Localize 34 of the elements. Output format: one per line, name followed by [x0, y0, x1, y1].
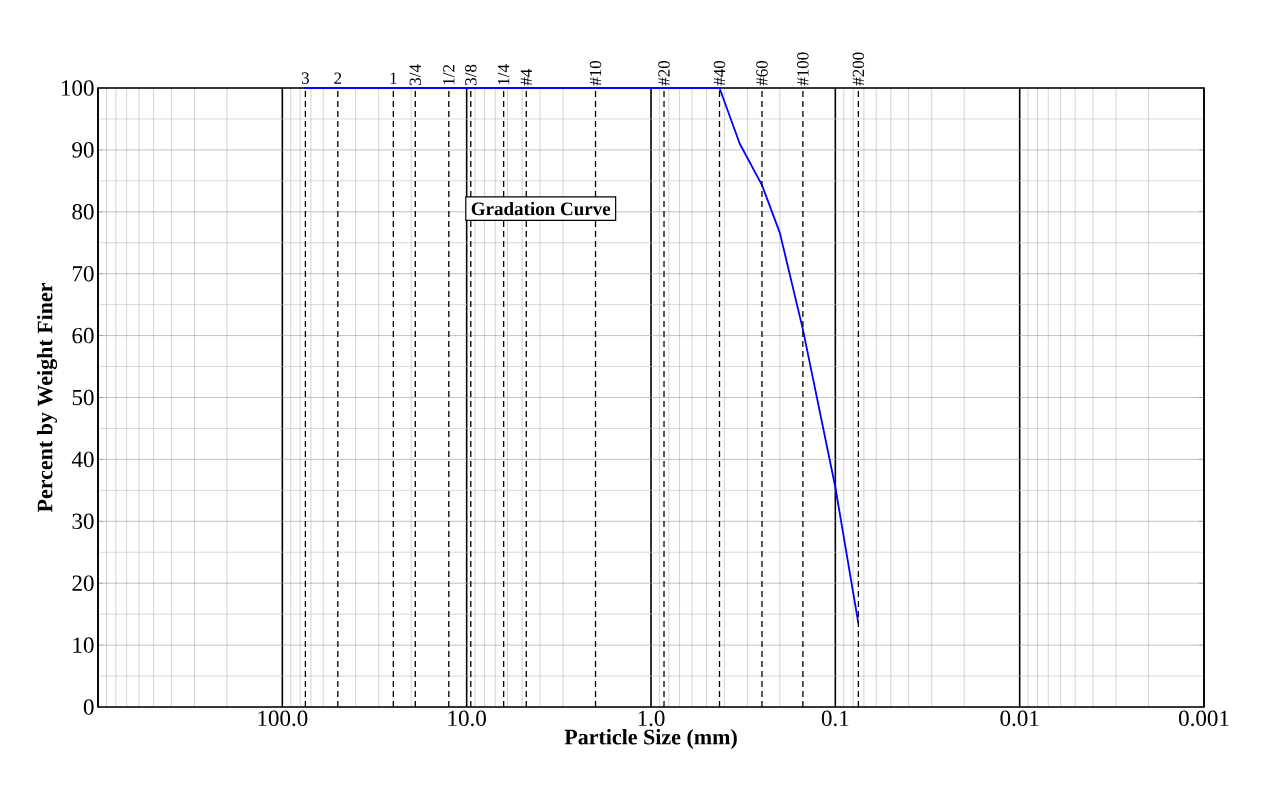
x-axis-title: Particle Size (mm) — [564, 729, 737, 749]
annotation: 3 — [301, 72, 309, 84]
x-tick-label: 100.0 — [258, 710, 308, 727]
y-tick-label: 70 — [72, 265, 94, 282]
y-tick-label: 80 — [72, 204, 94, 220]
annotation: 1/4 — [497, 64, 510, 85]
annotation: 3/4 — [409, 64, 422, 85]
x-tick-label: 10.0 — [448, 710, 486, 727]
y-tick-label: 40 — [71, 451, 94, 468]
annotation: #40 — [713, 60, 726, 86]
y-tick-label: 100 — [61, 80, 94, 96]
x-tick-label: 1.0 — [638, 710, 665, 727]
annotation: #200 — [852, 52, 865, 86]
annotation: #4 — [520, 69, 532, 86]
x-tick-label: 0.01 — [1000, 710, 1039, 727]
y-axis-title: Percent by Weight Finer — [36, 282, 58, 513]
annotation: 1 — [390, 72, 397, 84]
y-tick-label: 30 — [72, 513, 94, 530]
y-tick-label: 90 — [72, 142, 94, 158]
y-tick-label: 10 — [73, 637, 94, 653]
annotation: #20 — [658, 60, 670, 86]
y-tick-label: 50 — [72, 389, 94, 406]
annotation: 3/8 — [465, 64, 477, 85]
annotation: 2 — [334, 72, 342, 84]
y-tick-label: 20 — [72, 575, 94, 591]
y-tick-label: 60 — [72, 327, 94, 344]
annotation: 1/2 — [443, 65, 455, 85]
annotation: #100 — [797, 52, 809, 86]
y-tick-label: 0 — [83, 699, 94, 715]
annotation: Gradation Curve — [471, 201, 611, 216]
x-tick-label: 0.1 — [821, 710, 849, 727]
annotation: #60 — [756, 60, 768, 86]
annotation: #10 — [589, 60, 602, 86]
x-tick-label: 0.001 — [1179, 710, 1229, 727]
